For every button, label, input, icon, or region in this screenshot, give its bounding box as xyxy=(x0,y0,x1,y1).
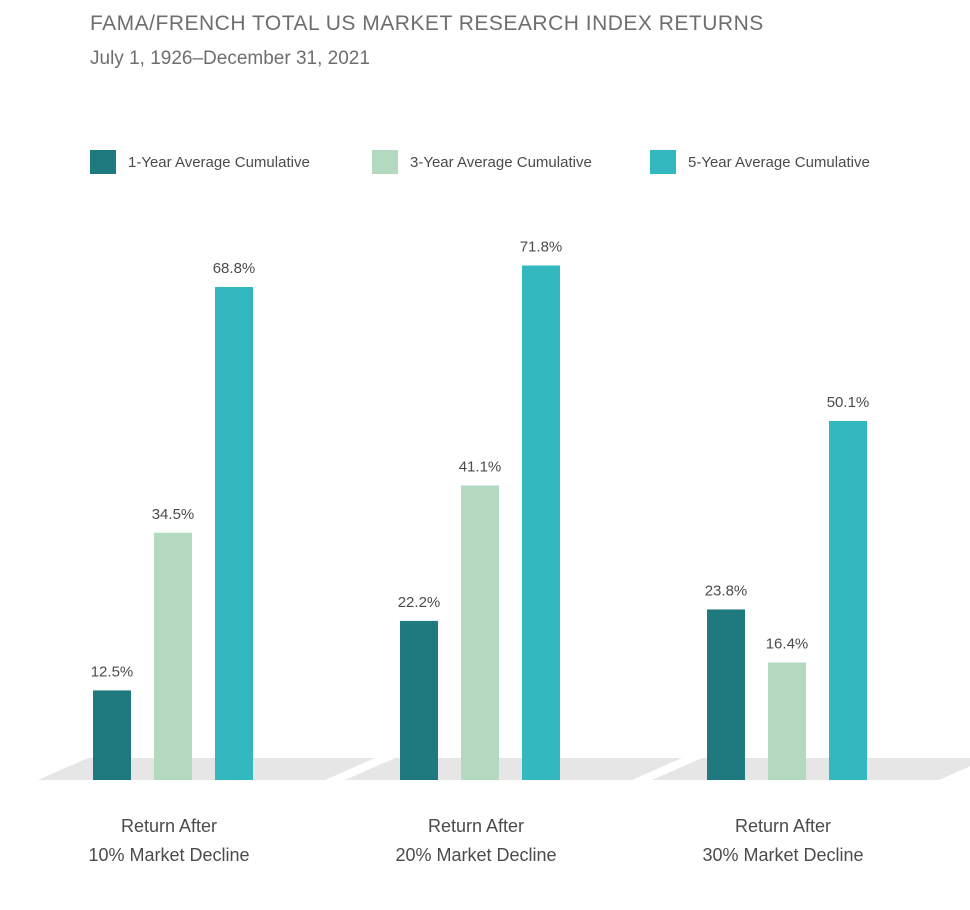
bar-1-year-30pct-decline xyxy=(707,609,745,780)
bar-value-label-1-year-20pct-decline: 22.2% xyxy=(398,594,441,611)
floor-platform-30 xyxy=(652,758,970,780)
category-label-10pct-decline-line-1: Return After xyxy=(121,816,217,836)
category-label-30pct-decline-line-2: 30% Market Decline xyxy=(702,845,863,865)
legend-swatch-3-year xyxy=(372,150,398,174)
legend-swatch-1-year xyxy=(90,150,116,174)
legend-label-1-year: 1-Year Average Cumulative xyxy=(128,153,310,171)
legend-item-1-year: 1-Year Average Cumulative xyxy=(90,150,310,174)
bar-value-label-5-year-10pct-decline: 68.8% xyxy=(213,260,256,277)
bar-value-label-5-year-20pct-decline: 71.8% xyxy=(520,239,563,256)
legend-item-3-year: 3-Year Average Cumulative xyxy=(372,150,592,174)
bar-value-label-1-year-30pct-decline: 23.8% xyxy=(705,582,748,599)
bar-3-year-20pct-decline xyxy=(461,485,499,780)
legend-swatch-5-year xyxy=(650,150,676,174)
category-label-20pct-decline-line-2: 20% Market Decline xyxy=(395,845,556,865)
legend-label-3-year: 3-Year Average Cumulative xyxy=(410,153,592,171)
bar-1-year-10pct-decline xyxy=(93,690,131,780)
bar-5-year-20pct-decline xyxy=(522,265,560,780)
bar-3-year-10pct-decline xyxy=(154,532,192,780)
bar-value-label-1-year-10pct-decline: 12.5% xyxy=(91,663,134,680)
category-label-20pct-decline-line-1: Return After xyxy=(428,816,524,836)
chart-subtitle: July 1, 1926–December 31, 2021 xyxy=(90,48,370,69)
bar-value-label-3-year-20pct-decline: 41.1% xyxy=(459,458,502,475)
bar-value-label-3-year-30pct-decline: 16.4% xyxy=(766,635,809,652)
bar-5-year-10pct-decline xyxy=(215,287,253,780)
bar-value-label-3-year-10pct-decline: 34.5% xyxy=(152,506,195,523)
legend: 1-Year Average Cumulative 3-Year Average… xyxy=(90,150,910,176)
category-label-30pct-decline-line-1: Return After xyxy=(735,816,831,836)
chart-title: FAMA/FRENCH TOTAL US MARKET RESEARCH IND… xyxy=(90,12,764,35)
bar-5-year-30pct-decline xyxy=(829,420,867,780)
legend-label-5-year: 5-Year Average Cumulative xyxy=(688,153,870,171)
bar-3-year-30pct-decline xyxy=(768,662,806,780)
floor-platform-20 xyxy=(345,758,682,780)
bar-1-year-20pct-decline xyxy=(400,620,438,780)
floor-platform-10 xyxy=(38,758,375,780)
category-label-10pct-decline-line-2: 10% Market Decline xyxy=(88,845,249,865)
bar-value-label-5-year-30pct-decline: 50.1% xyxy=(827,394,870,411)
legend-item-5-year: 5-Year Average Cumulative xyxy=(650,150,870,174)
